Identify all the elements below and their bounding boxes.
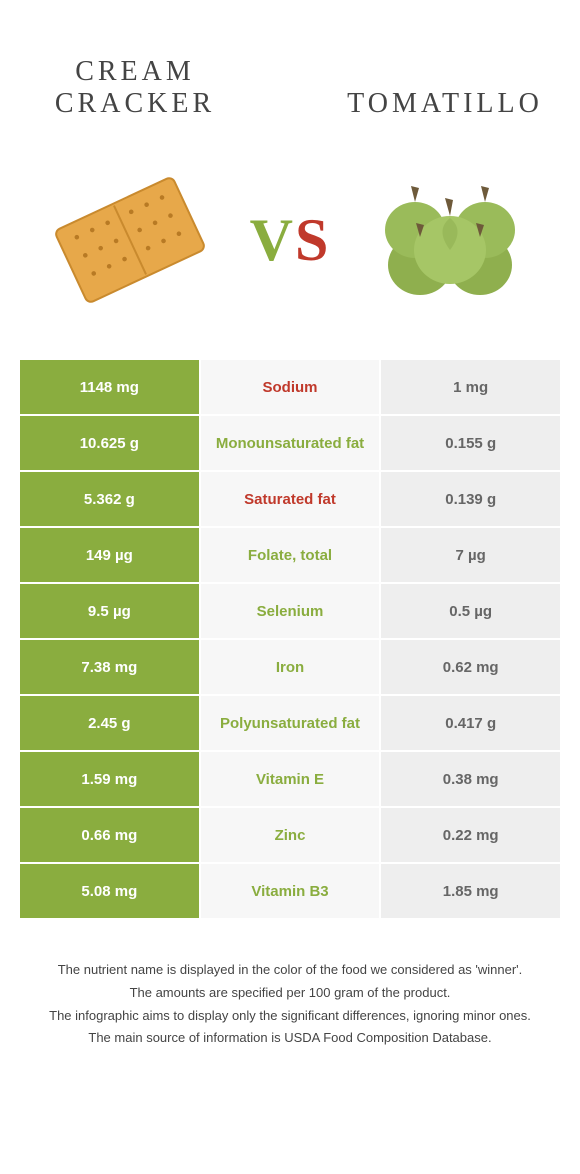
cell-nutrient-label: Zinc: [199, 808, 382, 864]
cell-nutrient-label: Selenium: [199, 584, 382, 640]
cell-right-value: 0.5 µg: [381, 584, 560, 640]
table-row: 9.5 µgSelenium0.5 µg: [20, 584, 560, 640]
cracker-icon: [45, 160, 215, 320]
cell-left-value: 5.08 mg: [20, 864, 199, 920]
title-left-line2: CRACKER: [55, 88, 215, 119]
tomatillo-icon: [365, 160, 535, 320]
cell-right-value: 0.417 g: [381, 696, 560, 752]
title-left-line1: CREAM: [75, 56, 195, 87]
cell-left-value: 0.66 mg: [20, 808, 199, 864]
table-row: 7.38 mgIron0.62 mg: [20, 640, 560, 696]
cell-nutrient-label: Monounsaturated fat: [199, 416, 382, 472]
footer-line-1: The nutrient name is displayed in the co…: [40, 960, 540, 981]
table-row: 0.66 mgZinc0.22 mg: [20, 808, 560, 864]
cell-right-value: 1.85 mg: [381, 864, 560, 920]
comparison-table: 1148 mgSodium1 mg10.625 gMonounsaturated…: [20, 360, 560, 920]
cell-right-value: 0.155 g: [381, 416, 560, 472]
cell-left-value: 1148 mg: [20, 360, 199, 416]
cell-right-value: 1 mg: [381, 360, 560, 416]
footer-line-3: The infographic aims to display only the…: [40, 1006, 540, 1027]
cell-nutrient-label: Saturated fat: [199, 472, 382, 528]
table-row: 10.625 gMonounsaturated fat0.155 g: [20, 416, 560, 472]
cell-left-value: 10.625 g: [20, 416, 199, 472]
title-left: CREAM CRACKER: [20, 56, 250, 120]
cell-right-value: 0.22 mg: [381, 808, 560, 864]
food-left-image: [20, 160, 240, 320]
table-row: 1148 mgSodium1 mg: [20, 360, 560, 416]
vs-label: VS: [240, 206, 340, 275]
cell-nutrient-label: Vitamin E: [199, 752, 382, 808]
cell-left-value: 149 µg: [20, 528, 199, 584]
footer-line-4: The main source of information is USDA F…: [40, 1028, 540, 1049]
vs-letter-v: V: [250, 207, 295, 273]
footer-line-2: The amounts are specified per 100 gram o…: [40, 983, 540, 1004]
cell-right-value: 0.62 mg: [381, 640, 560, 696]
cell-nutrient-label: Iron: [199, 640, 382, 696]
cell-nutrient-label: Sodium: [199, 360, 382, 416]
cell-nutrient-label: Folate, total: [199, 528, 382, 584]
cell-nutrient-label: Vitamin B3: [199, 864, 382, 920]
table-row: 1.59 mgVitamin E0.38 mg: [20, 752, 560, 808]
cell-left-value: 7.38 mg: [20, 640, 199, 696]
cell-left-value: 9.5 µg: [20, 584, 199, 640]
cell-left-value: 5.362 g: [20, 472, 199, 528]
table-row: 2.45 gPolyunsaturated fat0.417 g: [20, 696, 560, 752]
footer-notes: The nutrient name is displayed in the co…: [20, 960, 560, 1051]
cell-right-value: 0.139 g: [381, 472, 560, 528]
header: CREAM CRACKER TOMATILLO: [20, 30, 560, 120]
hero-row: VS: [20, 150, 560, 330]
table-row: 5.08 mgVitamin B31.85 mg: [20, 864, 560, 920]
table-row: 5.362 gSaturated fat0.139 g: [20, 472, 560, 528]
title-right: TOMATILLO: [330, 88, 560, 120]
food-right-image: [340, 160, 560, 320]
cell-left-value: 2.45 g: [20, 696, 199, 752]
cell-right-value: 7 µg: [381, 528, 560, 584]
vs-letter-s: S: [295, 207, 330, 273]
cell-nutrient-label: Polyunsaturated fat: [199, 696, 382, 752]
table-row: 149 µgFolate, total7 µg: [20, 528, 560, 584]
cell-left-value: 1.59 mg: [20, 752, 199, 808]
cell-right-value: 0.38 mg: [381, 752, 560, 808]
